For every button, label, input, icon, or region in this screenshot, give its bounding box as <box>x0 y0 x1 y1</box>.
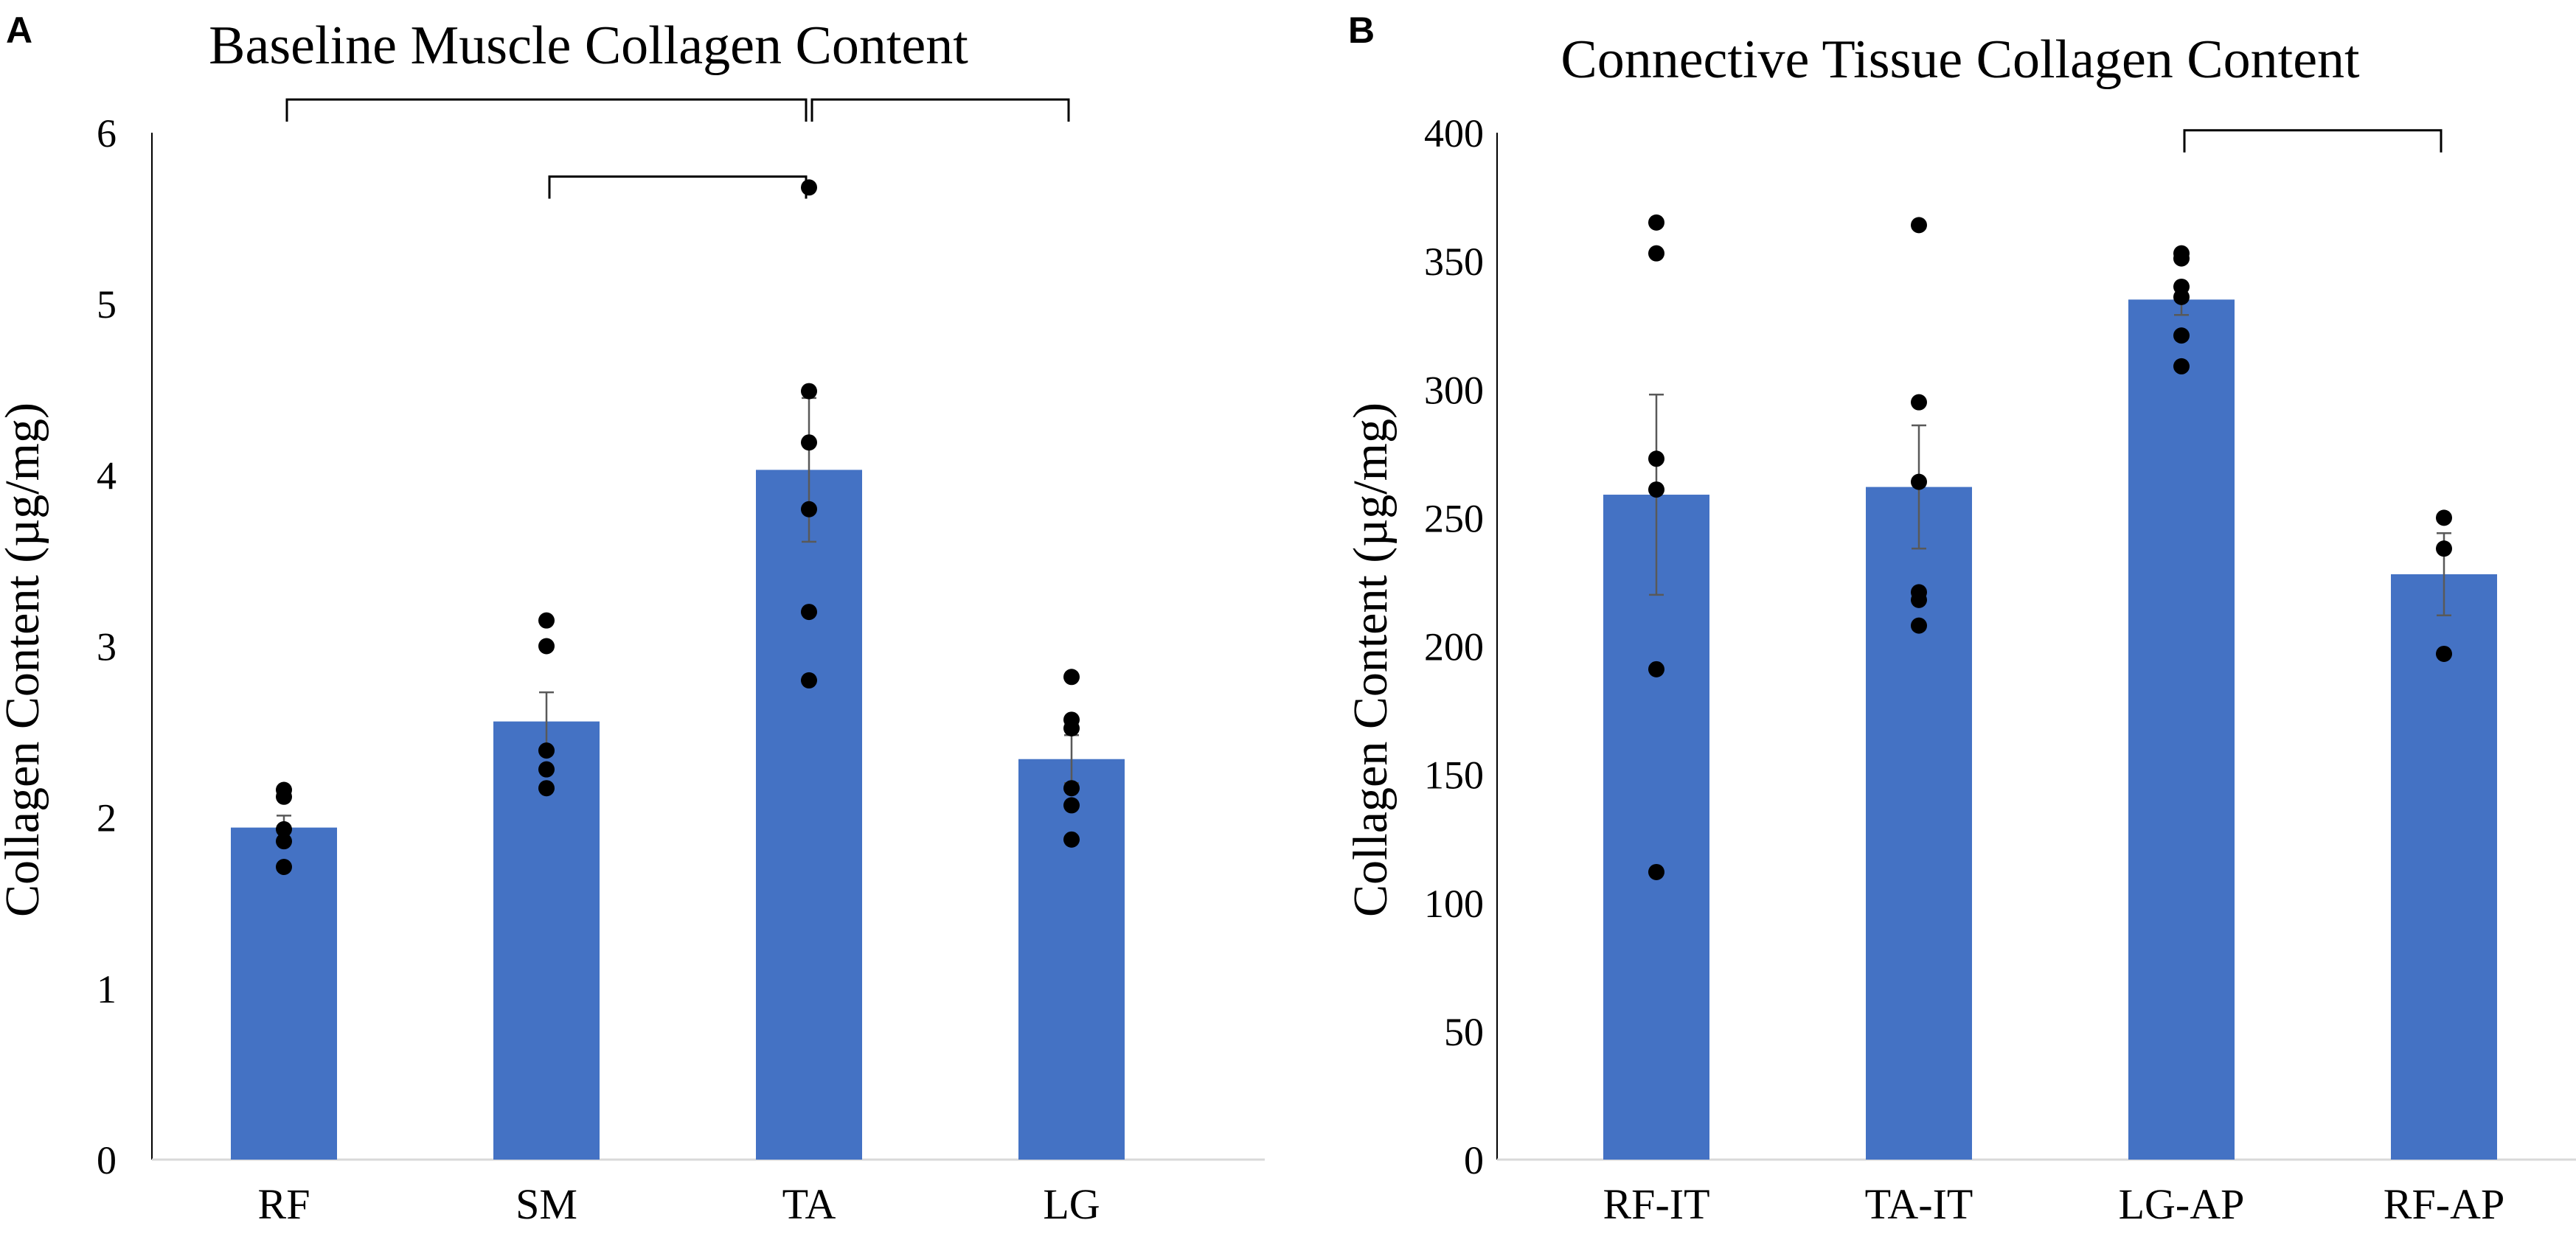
panel-b-x-tick-label: RF-IT <box>1603 1180 1710 1228</box>
panel-b-data-point-rf-ap <box>2436 540 2452 557</box>
panel-b-plot-area: 0 50 100 150 200 250 300 350 400 RF-IT TA-IT LG-AP R… <box>1424 111 2576 1228</box>
panel-a-y-tick-label: 6 <box>97 111 117 156</box>
panel-a-data-point-rf <box>276 788 292 805</box>
panel-b-data-point-rf-it <box>1648 661 1664 677</box>
panel-a-plot-area: 0 1 2 3 4 5 6 RF SM TA LG <box>97 98 1265 1228</box>
panel-a-bar-rf <box>231 827 337 1160</box>
panel-a-x-tick-label: LG <box>1043 1180 1100 1228</box>
panel-a-data-point-lg <box>1063 669 1080 686</box>
panel-b-data-point-lg-ap <box>2173 358 2190 374</box>
panel-b-data-point-rf-it <box>1648 450 1664 467</box>
panel-a: A Baseline Muscle Collagen Content Colla… <box>0 10 1265 1228</box>
panel-a-significance-bracket-1 <box>285 98 808 122</box>
panel-b-bar-rf-ap <box>2391 574 2497 1160</box>
panel-a-data-point-sm <box>538 761 555 778</box>
panel-b-data-point-ta-it <box>1911 394 1927 411</box>
panel-b-x-tick-label: RF-AP <box>2384 1180 2504 1228</box>
panel-b-data-point-lg-ap <box>2173 288 2190 305</box>
panel-b-data-point-rf-it <box>1648 863 1664 880</box>
panel-b-data-point-rf-it <box>1648 481 1664 498</box>
panel-a-x-tick-label: SM <box>515 1180 577 1228</box>
panel-a-y-axis-label: Collagen Content (µg/mg) <box>0 403 49 917</box>
panel-b-x-tick-label: LG-AP <box>2119 1180 2245 1228</box>
panel-b-y-tick-label: 200 <box>1424 625 1484 669</box>
panel-a-y-tick-label: 4 <box>97 453 117 498</box>
panel-a-y-tick-label: 1 <box>97 967 117 1011</box>
panel-a-y-tick-label: 0 <box>97 1138 117 1182</box>
panel-a-data-point-ta <box>801 501 817 518</box>
panel-b-y-tick-label: 400 <box>1424 111 1484 156</box>
panel-a-data-point-sm <box>538 742 555 759</box>
panel-b-x-tick-label: TA-IT <box>1865 1180 1973 1228</box>
panel-a-data-point-ta <box>801 672 817 689</box>
panel-b-data-point-lg-ap <box>2173 327 2190 344</box>
panel-b-data-point-rf-it <box>1648 245 1664 262</box>
panel-a-title: Baseline Muscle Collagen Content <box>209 15 968 76</box>
panel-a-y-tick-label: 2 <box>97 796 117 840</box>
panel-a-data-point-lg <box>1063 797 1080 814</box>
panel-b-y-axis-label: Collagen Content (µg/mg) <box>1344 403 1398 917</box>
panel-a-letter: A <box>6 10 32 51</box>
panel-a-bar-lg <box>1018 759 1125 1160</box>
panel-b-data-point-rf-it <box>1648 214 1664 231</box>
panel-a-data-point-sm <box>538 780 555 797</box>
panel-a-data-point-ta <box>801 179 817 196</box>
panel-b-data-point-ta-it <box>1911 591 1927 608</box>
panel-b-significance-bracket-1 <box>2183 129 2443 153</box>
panel-a-data-point-rf <box>276 858 292 875</box>
panel-b-y-tick-label: 150 <box>1424 753 1484 798</box>
panel-a-data-point-ta <box>801 604 817 621</box>
panel-b-y-tick-label: 250 <box>1424 496 1484 540</box>
panel-a-x-tick-label: RF <box>258 1180 310 1228</box>
panel-b-data-point-ta-it <box>1911 617 1927 634</box>
panel-b-bar-rf-it <box>1603 495 1709 1160</box>
panel-b-letter: B <box>1348 10 1375 51</box>
panel-a-data-point-lg <box>1063 719 1080 736</box>
panel-a-data-point-sm <box>538 612 555 629</box>
panel-a-data-point-rf <box>276 833 292 850</box>
panel-a-significance-bracket-2 <box>548 175 808 199</box>
panel-a-data-point-ta <box>801 383 817 400</box>
panel-a-y-tick-label: 5 <box>97 282 117 327</box>
panel-a-data-point-ta <box>801 434 817 451</box>
panel-b-y-tick-label: 0 <box>1464 1138 1484 1182</box>
panel-b-data-point-ta-it <box>1911 217 1927 234</box>
panel-a-data-point-lg <box>1063 831 1080 848</box>
panel-b-y-tick-label: 300 <box>1424 368 1484 412</box>
panel-a-data-point-sm <box>538 638 555 655</box>
panel-b-y-tick-label: 350 <box>1424 240 1484 284</box>
panel-b-data-point-lg-ap <box>2173 250 2190 267</box>
panel-b-data-point-ta-it <box>1911 473 1927 490</box>
panel-b: B Connective Tissue Collagen Content Col… <box>1344 10 2576 1228</box>
panel-b-data-point-rf-ap <box>2436 645 2452 662</box>
panel-b-data-point-rf-ap <box>2436 509 2452 526</box>
panel-b-y-tick-label: 50 <box>1444 1010 1484 1054</box>
panel-a-x-tick-label: TA <box>782 1180 836 1228</box>
panel-a-bar-ta <box>756 470 862 1160</box>
panel-a-significance-bracket-3 <box>810 98 1070 122</box>
panel-b-bar-lg-ap <box>2128 299 2235 1160</box>
panel-a-y-tick-label: 3 <box>97 625 117 669</box>
panel-a-data-point-rf <box>276 820 292 837</box>
panel-b-y-tick-label: 100 <box>1424 882 1484 926</box>
panel-a-data-point-lg <box>1063 780 1080 797</box>
panel-b-title: Connective Tissue Collagen Content <box>1560 29 2360 90</box>
